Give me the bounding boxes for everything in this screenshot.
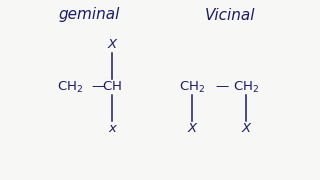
Text: X: X: [108, 39, 116, 51]
Text: x: x: [108, 123, 116, 136]
Text: X: X: [242, 123, 251, 136]
Text: $\mathregular{CH_2}$: $\mathregular{CH_2}$: [57, 79, 84, 94]
Text: geminal: geminal: [59, 8, 120, 22]
Text: Vicinal: Vicinal: [205, 8, 256, 22]
Text: —: —: [216, 80, 229, 93]
Text: —: —: [91, 80, 104, 93]
Text: $\mathregular{CH}$: $\mathregular{CH}$: [102, 80, 122, 93]
Text: $\mathregular{CH_2}$: $\mathregular{CH_2}$: [179, 79, 205, 94]
Text: X: X: [188, 123, 196, 136]
Text: $\mathregular{CH_2}$: $\mathregular{CH_2}$: [233, 79, 260, 94]
